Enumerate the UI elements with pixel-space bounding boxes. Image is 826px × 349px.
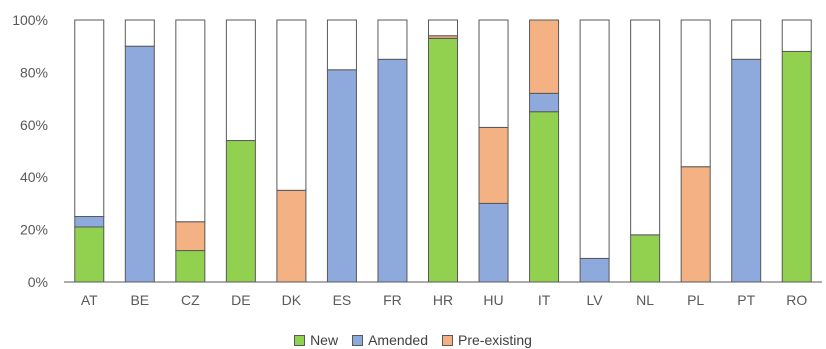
- x-tick-label: ES: [333, 292, 352, 308]
- bar-segment-new-de: [225, 140, 256, 283]
- bar-segment-amended-fr: [377, 58, 408, 283]
- bar-segment-new-ro: [781, 50, 812, 283]
- x-tick-label: HU: [483, 292, 503, 308]
- bar-segment-remainder-hr: [428, 19, 458, 37]
- bar-segment-remainder-ro: [781, 19, 812, 52]
- y-tick-label: 60%: [20, 117, 48, 133]
- bar-segment-amended-pt: [731, 58, 762, 283]
- x-tick-label: DE: [231, 292, 250, 308]
- bar-segment-new-it: [529, 111, 560, 283]
- bar-segment-amended-es: [326, 69, 357, 283]
- x-tick-label: BE: [130, 292, 149, 308]
- bar-segment-amended-it: [529, 92, 560, 113]
- bar-segment-new-hr: [428, 37, 458, 283]
- x-tick-label: RO: [786, 292, 807, 308]
- x-tick-label: NL: [636, 292, 654, 308]
- bar-segment-new-cz: [175, 250, 206, 283]
- bar-segment-remainder-dk: [276, 19, 307, 191]
- bar-segment-remainder-lv: [579, 19, 610, 259]
- bar-segment-pre-existing-cz: [175, 221, 206, 252]
- legend-swatch: [294, 334, 306, 346]
- bar-segment-remainder-at: [74, 19, 105, 217]
- x-tick-label: LV: [587, 292, 604, 308]
- legend-label: Pre-existing: [458, 332, 532, 348]
- legend-item-new: New: [294, 332, 338, 348]
- stacked-bar-chart: 0% 20% 40% 60% 80% 100% AT BE CZ DE DK ES FR HR HU IT LV…: [12, 12, 822, 308]
- legend-label: New: [310, 332, 339, 348]
- bar-segment-new-at: [74, 226, 105, 283]
- bar-segment-pre-existing-dk: [276, 189, 307, 283]
- bar-segment-amended-be: [124, 45, 155, 283]
- y-tick-label: 20%: [20, 222, 48, 238]
- y-tick-label: 40%: [20, 169, 48, 185]
- x-tick-label: HR: [433, 292, 453, 308]
- bar-segment-remainder-pl: [680, 19, 711, 168]
- bar-segment-remainder-es: [326, 19, 357, 71]
- bar-segment-remainder-pt: [731, 19, 762, 60]
- bar-segment-remainder-cz: [175, 19, 206, 223]
- legend-swatch: [442, 334, 454, 346]
- x-tick-label: CZ: [181, 292, 200, 308]
- x-tick-label: IT: [538, 292, 551, 308]
- y-tick-label: 100%: [12, 12, 48, 28]
- x-tick-label: FR: [383, 292, 402, 308]
- bar-segment-pre-existing-it: [529, 19, 560, 94]
- bar-segment-remainder-de: [225, 19, 256, 142]
- bar-segment-remainder-hu: [478, 19, 509, 128]
- bar-segment-remainder-fr: [377, 19, 408, 60]
- legend-swatch: [352, 334, 364, 346]
- bar-segment-amended-lv: [579, 257, 610, 283]
- bar-segment-new-nl: [630, 234, 661, 283]
- x-tick-label: DK: [282, 292, 302, 308]
- legend-label: Amended: [368, 332, 429, 348]
- bar-segment-amended-hu: [478, 202, 509, 283]
- bar-segment-pre-existing-hu: [478, 126, 509, 204]
- x-tick-label: AT: [81, 292, 98, 308]
- bar-segment-remainder-be: [124, 19, 155, 47]
- y-tick-label: 80%: [20, 64, 48, 80]
- bar-segment-amended-at: [74, 216, 105, 228]
- x-tick-label: PL: [687, 292, 704, 308]
- y-tick-label: 0%: [28, 274, 48, 290]
- legend: New Amended Pre-existing: [0, 331, 826, 349]
- legend-item-amended: Amended: [352, 332, 428, 348]
- bar-segment-pre-existing-pl: [680, 166, 711, 283]
- bar-segment-remainder-nl: [630, 19, 661, 236]
- legend-item-pre-existing: Pre-existing: [442, 332, 532, 348]
- x-tick-label: PT: [737, 292, 755, 308]
